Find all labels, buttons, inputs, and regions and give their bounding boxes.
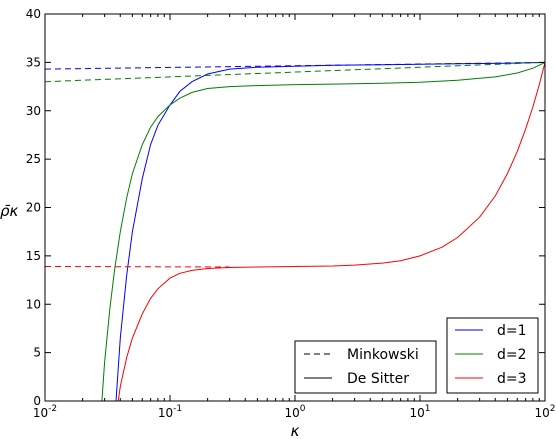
legend-style-label: Minkowski: [347, 347, 419, 363]
y-tick-label: 25: [26, 152, 41, 166]
x-tick-label: 102: [534, 404, 555, 420]
legend-dimension-label: d=1: [497, 323, 527, 339]
x-tick-label: 101: [409, 404, 430, 420]
y-tick-label: 40: [26, 7, 41, 21]
legend-dimension-label: d=3: [497, 371, 527, 387]
y-tick-label: 0: [33, 394, 41, 408]
y-tick-label: 10: [26, 297, 41, 311]
y-tick-label: 20: [26, 201, 41, 215]
legend-style-label: De Sitter: [347, 371, 409, 387]
y-tick-label: 15: [26, 249, 41, 263]
x-tick-label: 100: [284, 404, 305, 420]
series-minkowski-d3: [45, 267, 230, 268]
legend-dimension-label: d=2: [497, 347, 527, 363]
x-axis-label: κ: [291, 422, 300, 439]
legend-layer: Minkowski De Sitter d=1 d=2 d=3: [295, 318, 538, 393]
x-tick-label: 10-1: [158, 404, 182, 420]
y-tick-label: 30: [26, 104, 41, 118]
y-axis-label: ρ̄κ: [0, 202, 19, 220]
y-tick-label: 5: [33, 346, 41, 360]
y-tick-label: 35: [26, 55, 41, 69]
